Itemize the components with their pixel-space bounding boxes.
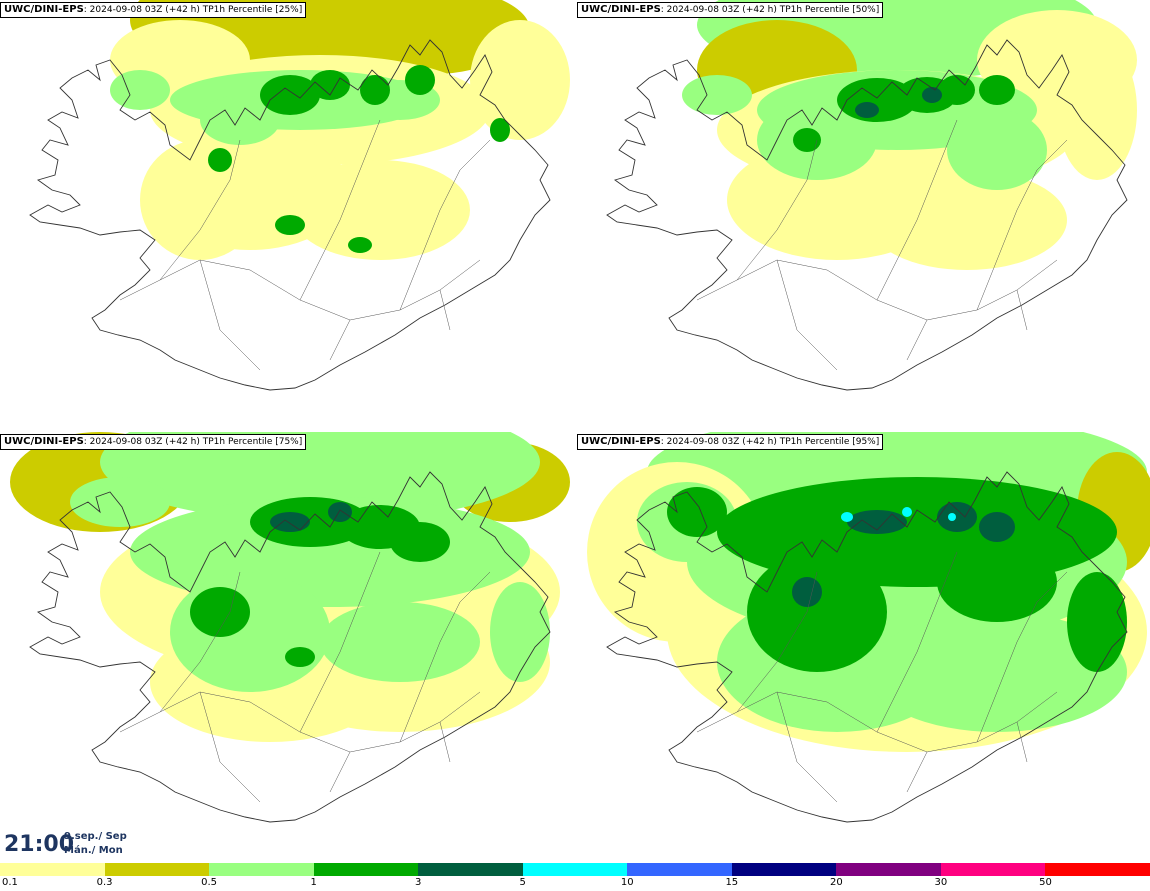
colorbar-segment	[313, 863, 419, 876]
precip-field-dark-green	[979, 512, 1015, 542]
colorbar-label: 5	[519, 877, 526, 888]
precip-field-green	[667, 487, 727, 537]
precip-field-cyan	[841, 512, 853, 522]
colorbar-label: 0.3	[96, 877, 113, 888]
precip-field-cyan	[948, 513, 956, 521]
panel-title: UWC/DINI-EPS: 2024-09-08 03Z (+42 h) TP1…	[0, 434, 307, 450]
precip-field-cyan	[902, 507, 912, 517]
colorbar-label: 30	[934, 877, 948, 888]
colorbar-label: 10	[620, 877, 634, 888]
panel-title: UWC/DINI-EPS: 2024-09-08 03Z (+42 h) TP1…	[577, 2, 884, 18]
model-name: UWC/DINI-EPS	[581, 436, 661, 447]
precip-map	[10, 432, 570, 823]
precip-field-light-green	[110, 70, 170, 110]
run-info: : 2024-09-08 03Z (+42 h) TP1h Percentile…	[660, 5, 880, 15]
colorbar-segment	[209, 863, 314, 876]
precip-field-green	[937, 542, 1057, 622]
precip-field-light-green	[867, 612, 1127, 732]
precip-field-green	[360, 75, 390, 105]
colorbar-segment	[104, 863, 210, 876]
precip-map	[587, 432, 1150, 823]
precip-field-light-green	[682, 75, 752, 115]
precip-field-dark-green	[847, 510, 907, 534]
map-panel-p75: UWC/DINI-EPS: 2024-09-08 03Z (+42 h) TP1…	[0, 432, 573, 862]
colorbar-label: 1	[310, 877, 317, 888]
precip-field-green	[939, 75, 975, 105]
colorbar	[0, 863, 1150, 876]
colorbar-segment	[1045, 863, 1150, 876]
precip-field-green	[405, 65, 435, 95]
precip-field-dark-green	[922, 87, 942, 103]
precip-field-light-green	[100, 432, 540, 522]
model-name: UWC/DINI-EPS	[4, 436, 84, 447]
road-network	[696, 119, 1068, 371]
map-panel-p25: UWC/DINI-EPS: 2024-09-08 03Z (+42 h) TP1…	[0, 0, 573, 430]
precip-field-dark-green	[937, 502, 977, 532]
colorbar-label: 0.5	[201, 877, 218, 888]
map-panel-p50: UWC/DINI-EPS: 2024-09-08 03Z (+42 h) TP1…	[577, 0, 1150, 430]
precip-field-dark-green	[792, 577, 822, 607]
precip-map	[29, 0, 570, 391]
precip-field-light-green	[170, 572, 330, 692]
precip-field-light-green	[947, 110, 1047, 190]
panel-title: UWC/DINI-EPS: 2024-09-08 03Z (+42 h) TP1…	[0, 2, 307, 18]
precip-field-green	[793, 128, 821, 152]
colorbar-segment	[418, 863, 523, 876]
colorbar-segment	[836, 863, 941, 876]
precip-field-light-yellow	[470, 20, 570, 140]
precip-field-green	[490, 118, 510, 142]
iceland-coastline	[29, 39, 551, 391]
colorbar-labels: 0.1 0.3 0.5 1 3 5 10 15 20 30 50	[0, 877, 1150, 891]
valid-time: 21:00	[4, 832, 75, 857]
precip-field-light-green	[320, 602, 480, 682]
precip-field-green	[1067, 572, 1127, 672]
precip-field-light-yellow	[1057, 40, 1137, 180]
precip-map	[606, 0, 1137, 391]
road-network	[119, 119, 491, 371]
colorbar-segment	[522, 863, 628, 876]
valid-weekday: Mán./ Mon	[64, 845, 123, 856]
colorbar-segment	[627, 863, 732, 876]
precip-field-green	[747, 552, 887, 672]
colorbar-segment	[0, 863, 105, 876]
iceland-coastline	[29, 471, 551, 823]
model-name: UWC/DINI-EPS	[581, 4, 661, 15]
precip-field-dark-green	[855, 102, 879, 118]
valid-date: 9.sep./ Sep	[64, 831, 127, 842]
road-network	[119, 551, 491, 803]
precip-field-green	[979, 75, 1015, 105]
precip-field-green	[390, 522, 450, 562]
precip-field-dark-green	[328, 502, 352, 522]
iceland-coastline	[606, 471, 1128, 823]
precip-field-light-yellow	[867, 170, 1067, 270]
precip-field-green	[190, 587, 250, 637]
precip-field-light-green	[200, 95, 280, 145]
precip-field-green	[348, 237, 372, 253]
run-info: : 2024-09-08 03Z (+42 h) TP1h Percentile…	[83, 5, 303, 15]
iceland-coastline	[606, 39, 1128, 391]
precip-field-green	[285, 647, 315, 667]
model-name: UWC/DINI-EPS	[4, 4, 84, 15]
valid-time-box: 21:00 9.sep./ Sep Mán./ Mon	[0, 828, 130, 860]
run-info: : 2024-09-08 03Z (+42 h) TP1h Percentile…	[83, 437, 303, 447]
colorbar-label: 3	[414, 877, 422, 888]
precip-field-green	[260, 75, 320, 115]
precip-field-dark-green	[270, 512, 310, 532]
colorbar-label: 15	[725, 877, 739, 888]
precip-field-light-green	[70, 477, 170, 527]
run-info: : 2024-09-08 03Z (+42 h) TP1h Percentile…	[660, 437, 880, 447]
colorbar-label: 0.1	[2, 877, 18, 888]
precip-field-light-green	[490, 582, 550, 682]
precip-field-light-yellow	[290, 160, 470, 260]
colorbar-label: 20	[829, 877, 843, 888]
map-panel-p95: UWC/DINI-EPS: 2024-09-08 03Z (+42 h) TP1…	[577, 432, 1150, 862]
precip-field-green	[208, 148, 232, 172]
colorbar-segment	[940, 863, 1046, 876]
precip-field-light-yellow	[140, 140, 260, 260]
colorbar-label: 50	[1039, 877, 1052, 888]
panel-title: UWC/DINI-EPS: 2024-09-08 03Z (+42 h) TP1…	[577, 434, 884, 450]
colorbar-segment	[731, 863, 837, 876]
precip-field-green	[275, 215, 305, 235]
road-network	[696, 551, 1068, 803]
